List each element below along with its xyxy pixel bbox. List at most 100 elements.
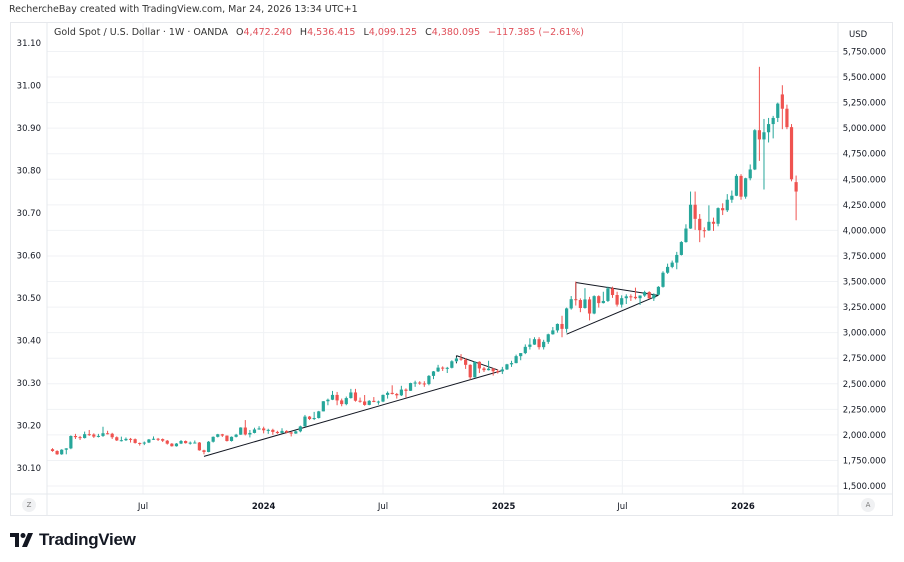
candle[interactable] [716, 207, 720, 227]
candle[interactable] [390, 385, 394, 395]
candle[interactable] [500, 366, 504, 375]
candle[interactable] [257, 426, 261, 430]
candle[interactable] [202, 449, 206, 455]
candle[interactable] [615, 291, 619, 307]
candle[interactable] [234, 433, 238, 438]
candle[interactable] [546, 333, 550, 344]
candle[interactable] [482, 366, 486, 373]
candle[interactable] [60, 449, 64, 455]
candle[interactable] [776, 102, 780, 123]
candle[interactable] [789, 124, 794, 182]
candle[interactable] [496, 369, 500, 374]
candle[interactable] [702, 227, 706, 238]
candle[interactable] [363, 395, 367, 406]
candle[interactable] [289, 431, 293, 437]
candle[interactable] [262, 426, 266, 434]
candle[interactable] [344, 396, 348, 406]
candle[interactable] [184, 440, 188, 444]
candle[interactable] [744, 177, 748, 199]
candle[interactable] [321, 401, 325, 412]
candle[interactable] [592, 295, 596, 315]
candle[interactable] [766, 117, 771, 143]
candle[interactable] [450, 360, 454, 369]
candle[interactable] [464, 358, 468, 369]
candle[interactable] [436, 364, 440, 373]
candle[interactable] [537, 337, 541, 350]
candle[interactable] [358, 397, 362, 403]
candle[interactable] [620, 295, 624, 308]
candle[interactable] [376, 400, 381, 405]
symbol-title[interactable]: Gold Spot / U.S. Dollar · 1W · OANDA [54, 27, 228, 38]
candle[interactable] [431, 370, 436, 380]
candle[interactable] [179, 439, 183, 445]
price-axis-left[interactable]: 30.10 30.20 30.30 30.40 30.50 30.60 30.70 30.80… [17, 39, 41, 474]
candle[interactable] [349, 388, 353, 399]
candle[interactable] [491, 367, 495, 376]
candle[interactable] [83, 431, 87, 439]
candle[interactable] [583, 288, 587, 309]
candle[interactable] [197, 442, 201, 451]
candle[interactable] [638, 295, 642, 306]
candle[interactable] [555, 323, 560, 333]
candle[interactable] [193, 440, 197, 444]
candle[interactable] [385, 391, 390, 399]
candle[interactable] [610, 286, 615, 298]
candle[interactable] [92, 433, 96, 438]
candle[interactable] [739, 174, 743, 200]
candle[interactable] [693, 191, 697, 230]
candle[interactable] [307, 415, 312, 421]
candle[interactable] [578, 298, 582, 313]
candle[interactable] [509, 360, 514, 367]
candle[interactable] [124, 437, 128, 442]
candle[interactable] [73, 433, 78, 439]
candle[interactable] [569, 296, 573, 310]
candle[interactable] [523, 344, 527, 355]
candle[interactable] [532, 337, 537, 345]
candle[interactable] [156, 437, 160, 442]
candle[interactable] [55, 450, 59, 455]
candle[interactable] [606, 286, 610, 302]
candle[interactable] [275, 430, 280, 434]
candle[interactable] [551, 327, 555, 335]
candle[interactable] [725, 194, 729, 212]
candle[interactable] [138, 442, 142, 446]
candle[interactable] [505, 363, 509, 370]
candle[interactable] [445, 366, 449, 374]
trendline-drawing[interactable] [456, 355, 498, 371]
candle[interactable] [96, 433, 101, 438]
candle[interactable] [248, 429, 252, 438]
candle[interactable] [468, 364, 472, 380]
candle[interactable] [601, 291, 605, 304]
candle[interactable] [312, 411, 316, 421]
candle[interactable] [105, 430, 110, 435]
candle[interactable] [441, 366, 445, 371]
trendline-drawing[interactable] [203, 369, 503, 457]
candle[interactable] [188, 441, 192, 445]
candle[interactable] [656, 286, 661, 296]
candle[interactable] [684, 224, 688, 243]
time-axis[interactable]: Jul 2024 Jul 2025 Jul 2026 [137, 502, 755, 512]
candle[interactable] [147, 438, 151, 444]
candle[interactable] [340, 398, 344, 407]
candle[interactable] [372, 397, 376, 403]
candle[interactable] [266, 428, 270, 434]
candle[interactable] [670, 260, 674, 269]
candle[interactable] [454, 357, 459, 363]
candle[interactable] [78, 435, 82, 440]
candle[interactable] [280, 428, 284, 434]
candle[interactable] [486, 360, 491, 371]
candle[interactable] [220, 433, 224, 437]
candle[interactable] [165, 439, 169, 445]
candle[interactable] [243, 420, 247, 436]
candle[interactable] [317, 410, 321, 419]
candle[interactable] [211, 436, 215, 443]
candle[interactable] [64, 448, 68, 455]
candle[interactable] [734, 174, 739, 197]
candle[interactable] [110, 432, 114, 439]
candle[interactable] [661, 271, 665, 288]
candle[interactable] [542, 339, 546, 350]
candle[interactable] [633, 287, 638, 300]
candle[interactable] [115, 436, 119, 442]
candle[interactable] [151, 436, 156, 440]
candle[interactable] [229, 436, 234, 442]
